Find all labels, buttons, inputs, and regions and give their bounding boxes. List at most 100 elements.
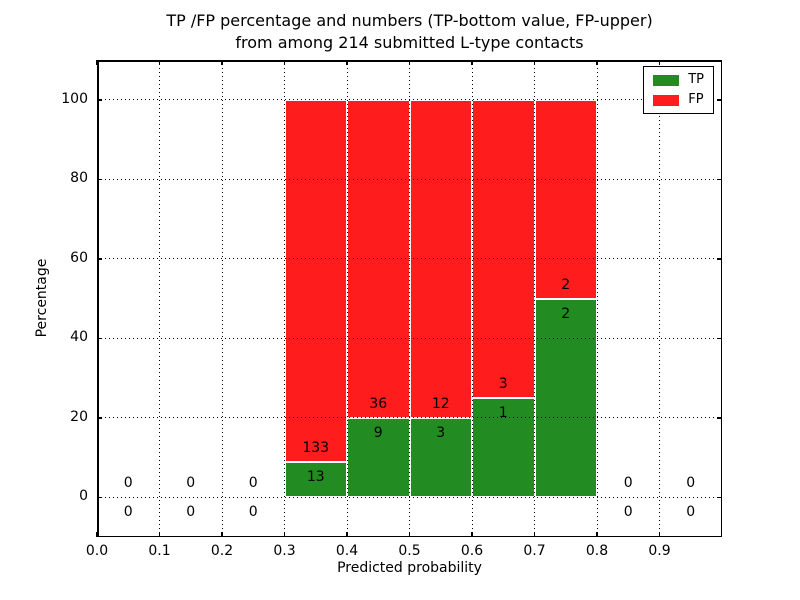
x-tick-label: 0.5 — [398, 543, 421, 559]
bar-segment-tp — [472, 397, 535, 498]
gridline-horizontal — [97, 178, 722, 180]
y-tick-mark-left — [97, 178, 102, 180]
bar-count-label-fp: 0 — [686, 475, 696, 492]
bar-count-label-fp: 3 — [498, 375, 508, 392]
x-tick-mark-bottom — [596, 532, 598, 537]
x-tick-mark-bottom — [346, 532, 348, 537]
bar-count-label-fp: 0 — [186, 475, 196, 492]
x-tick-mark-top — [658, 60, 661, 65]
y-tick-mark-right — [717, 417, 722, 419]
bar-count-label-fp: 133 — [302, 439, 330, 456]
bar-count-label-tp: 0 — [623, 504, 633, 521]
x-tick-label: 0.2 — [210, 543, 234, 559]
y-tick-mark-left — [97, 417, 102, 419]
y-tick-mark-left — [97, 99, 102, 101]
x-tick-label: 0.1 — [148, 543, 171, 559]
x-tick-mark-bottom — [96, 532, 98, 537]
bar-count-label-tp: 2 — [561, 305, 571, 322]
chart-title-line2: from among 214 submitted L-type contacts — [235, 33, 584, 52]
y-tick-label: 80 — [70, 170, 88, 187]
y-tick-mark-right — [717, 337, 722, 339]
y-tick-mark-right — [717, 496, 722, 498]
bar-segment-tp — [534, 298, 597, 498]
gridline-vertical — [596, 60, 598, 537]
legend-entry-fp: FP — [653, 93, 704, 107]
y-tick-label: 20 — [70, 408, 88, 425]
gridline-vertical — [221, 60, 223, 537]
x-tick-mark-bottom — [471, 532, 473, 537]
bar-count-label-fp: 2 — [561, 276, 571, 293]
x-tick-mark-top — [471, 60, 473, 65]
bar-count-label-tp: 3 — [436, 424, 446, 441]
bar-segment-fp — [534, 99, 597, 299]
y-tick-mark-right — [717, 99, 722, 101]
bar-count-label-tp: 13 — [306, 468, 325, 485]
x-tick-mark-top — [533, 60, 536, 65]
x-tick-label: 0.9 — [648, 543, 671, 559]
chart-title-line1: TP /FP percentage and numbers (TP-bottom… — [166, 11, 653, 30]
x-tick-mark-bottom — [158, 532, 161, 537]
y-tick-mark-left — [97, 337, 102, 339]
legend: TP FP — [643, 66, 714, 114]
x-tick-label: 0.3 — [273, 543, 296, 559]
spine-right — [720, 60, 722, 537]
gridline-horizontal — [97, 258, 722, 260]
bar-count-label-fp: 0 — [248, 475, 258, 492]
gridline-vertical — [471, 60, 473, 537]
x-tick-label: 0.7 — [523, 543, 546, 559]
gridline-vertical — [346, 60, 348, 537]
bar-segment-tp — [284, 461, 347, 498]
legend-label-tp: TP — [688, 72, 704, 87]
y-tick-label: 40 — [70, 329, 88, 346]
x-tick-label: 0.8 — [585, 543, 609, 559]
bar-count-label-fp: 36 — [369, 395, 388, 412]
x-tick-mark-top — [408, 60, 411, 65]
y-tick-label: 60 — [70, 249, 88, 266]
gridline-vertical — [409, 60, 410, 537]
x-axis-label: Predicted probability — [337, 560, 482, 576]
bar-segment-fp — [472, 99, 535, 398]
y-tick-mark-left — [97, 258, 102, 260]
plot-area: TP FP 0 0 0 0 0 0 133 13 36 9 12 3 3 1 2 2 0 0 0 0 — [96, 60, 722, 537]
x-tick-mark-bottom — [658, 532, 661, 537]
spine-left — [97, 60, 99, 537]
x-tick-mark-top — [283, 60, 286, 65]
y-axis-label: Percentage — [34, 258, 50, 338]
x-tick-mark-bottom — [283, 532, 286, 537]
x-tick-mark-top — [596, 60, 598, 65]
bar-count-label-fp: 0 — [623, 475, 633, 492]
bar-count-label-fp: 12 — [431, 395, 450, 412]
x-tick-label: 0.4 — [335, 543, 359, 559]
bar-count-label-tp: 0 — [186, 504, 196, 521]
y-tick-label: 0 — [79, 488, 88, 505]
x-tick-mark-top — [346, 60, 348, 65]
x-tick-mark-bottom — [533, 532, 536, 537]
gridline-horizontal — [97, 337, 722, 339]
bar-segment-fp — [284, 99, 347, 462]
bar-count-label-tp: 1 — [498, 404, 508, 421]
y-tick-mark-right — [717, 178, 722, 180]
gridline-vertical — [534, 60, 535, 537]
x-tick-mark-top — [96, 60, 98, 65]
bar-count-label-tp: 0 — [123, 504, 133, 521]
legend-swatch-tp-icon — [653, 74, 680, 86]
x-tick-label: 0.6 — [460, 543, 484, 559]
y-tick-mark-right — [717, 258, 722, 260]
gridline-horizontal — [97, 496, 722, 498]
legend-swatch-fp-icon — [653, 94, 680, 106]
legend-entry-tp: TP — [653, 73, 704, 87]
gridline-vertical — [284, 60, 285, 537]
x-tick-mark-bottom — [221, 532, 223, 537]
y-tick-mark-left — [97, 496, 102, 498]
gridline-vertical — [159, 60, 160, 537]
gridline-vertical — [659, 60, 660, 537]
bar-count-label-fp: 0 — [123, 475, 133, 492]
gridline-horizontal — [97, 99, 722, 101]
legend-label-fp: FP — [688, 92, 704, 107]
bar-count-label-tp: 0 — [248, 504, 258, 521]
bar-count-label-tp: 9 — [373, 424, 383, 441]
x-tick-label: 0.0 — [85, 543, 109, 559]
bar-count-label-tp: 0 — [686, 504, 696, 521]
y-tick-label: 100 — [61, 90, 88, 107]
